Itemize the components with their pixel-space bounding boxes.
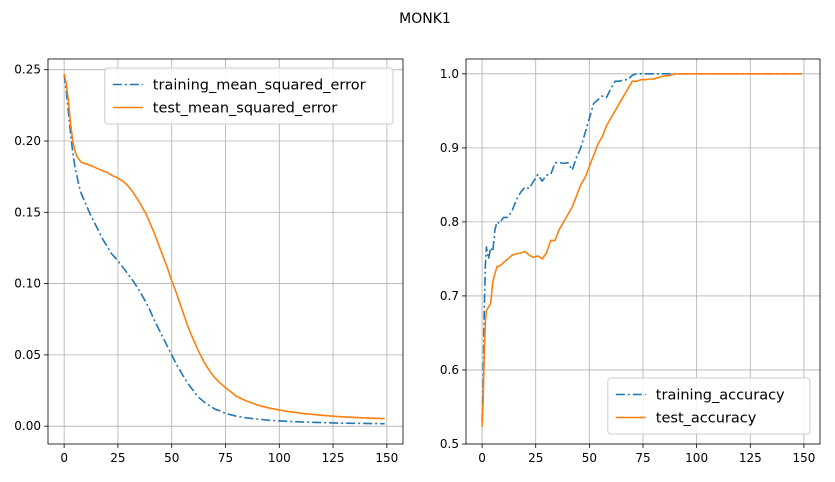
- x-tick-label: 150: [792, 451, 815, 465]
- y-tick-label: 0.15: [14, 205, 41, 219]
- series-line-test-accuracy: [481, 73, 802, 428]
- series-line-training-mean-squared-error: [63, 73, 385, 425]
- plot-panel-2: 0 25 50 75 100 125 150 0.5 0.6 0.7 0.8 0.9 1.0 traini…: [440, 58, 821, 465]
- y-tick-label: 0.05: [14, 348, 41, 362]
- legend-box: [607, 377, 811, 435]
- legend-label: training_accuracy: [656, 388, 785, 404]
- axes-frame: [47, 58, 404, 445]
- y-tick-label: 0.7: [440, 289, 459, 303]
- series-line-test-mean-squared-error: [63, 73, 385, 420]
- legend-label: test_accuracy: [656, 411, 757, 427]
- axes-frame: [465, 58, 821, 445]
- x-tick-label: 25: [110, 451, 125, 465]
- y-tick-label: 0.8: [440, 215, 459, 229]
- plot-panel-1: 0 25 50 75 100 125 150 0.00 0.05 0.10 0.15 0.20 0.25…: [14, 58, 404, 465]
- y-tick-label: 0.00: [14, 419, 41, 433]
- legend: training_accuracy test_accuracy: [607, 377, 811, 435]
- x-tick-label: 100: [685, 451, 708, 465]
- x-tick-label: 150: [375, 451, 398, 465]
- legend-label: training_mean_squared_error: [153, 78, 366, 94]
- x-tick-label: 0: [478, 451, 486, 465]
- y-tick-label: 0.10: [14, 277, 41, 291]
- x-tick-label: 50: [164, 451, 179, 465]
- x-tick-label: 125: [322, 451, 345, 465]
- x-tick-label: 25: [528, 451, 543, 465]
- x-tick-label: 50: [582, 451, 597, 465]
- y-tick-label: 1.0: [440, 67, 459, 81]
- y-tick-label: 0.6: [440, 363, 459, 377]
- x-tick-label: 125: [739, 451, 762, 465]
- y-tick-label: 0.9: [440, 141, 459, 155]
- y-tick-label: 0.20: [14, 134, 41, 148]
- x-tick-label: 0: [60, 451, 68, 465]
- legend-label: test_mean_squared_error: [153, 101, 337, 117]
- x-tick-label: 100: [268, 451, 291, 465]
- y-tick-label: 0.25: [14, 63, 41, 77]
- series-line-training-accuracy: [481, 73, 802, 422]
- figure-title: MONK1: [399, 11, 451, 27]
- x-tick-label: 75: [218, 451, 233, 465]
- legend: training_mean_squared_error test_mean_squ…: [104, 67, 394, 125]
- x-tick-label: 75: [635, 451, 650, 465]
- legend-box: [104, 67, 394, 125]
- y-tick-label: 0.5: [440, 437, 459, 451]
